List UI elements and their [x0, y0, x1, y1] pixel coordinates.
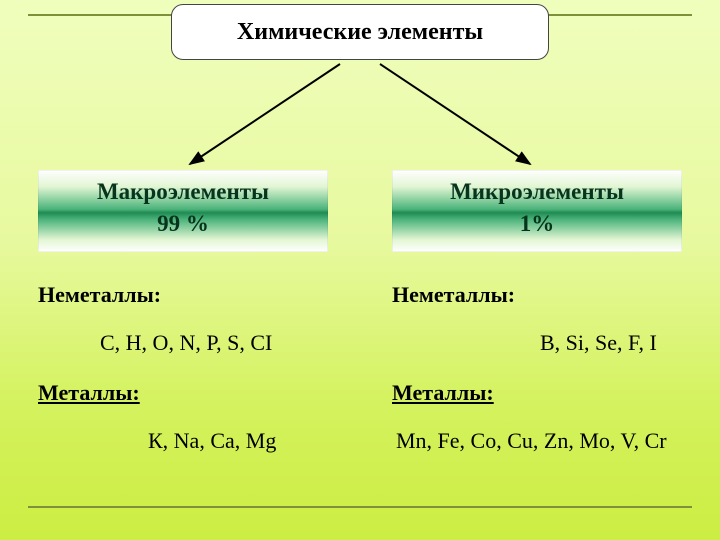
- bottom-divider: [28, 506, 692, 508]
- right-metals-label: Металлы:: [392, 380, 494, 406]
- left-metals-elems: К, Na, Ca, Mg: [148, 428, 276, 454]
- micro-percent: 1%: [392, 206, 682, 243]
- macro-title: Макроэлементы: [38, 178, 328, 206]
- macro-percent: 99 %: [38, 206, 328, 243]
- macro-box: Макроэлементы 99 %: [38, 170, 328, 252]
- title-box: Химические элементы: [171, 4, 549, 60]
- arrows: [0, 58, 720, 178]
- title-text: Химические элементы: [237, 19, 483, 46]
- right-metals-elems: Mn, Fe, Co, Cu, Zn, Mo, V, Cr: [396, 428, 667, 454]
- arrow-left: [190, 64, 340, 164]
- arrow-right: [380, 64, 530, 164]
- right-nonmetals-label: Неметаллы:: [392, 282, 515, 308]
- left-nonmetals-label: Неметаллы:: [38, 282, 161, 308]
- micro-title: Микроэлементы: [392, 178, 682, 206]
- left-metals-label: Металлы:: [38, 380, 140, 406]
- right-nonmetals-elems: B, Si, Se, F, I: [540, 330, 657, 356]
- left-nonmetals-elems: С, Н, О, N, P, S, CI: [100, 330, 272, 356]
- micro-box: Микроэлементы 1%: [392, 170, 682, 252]
